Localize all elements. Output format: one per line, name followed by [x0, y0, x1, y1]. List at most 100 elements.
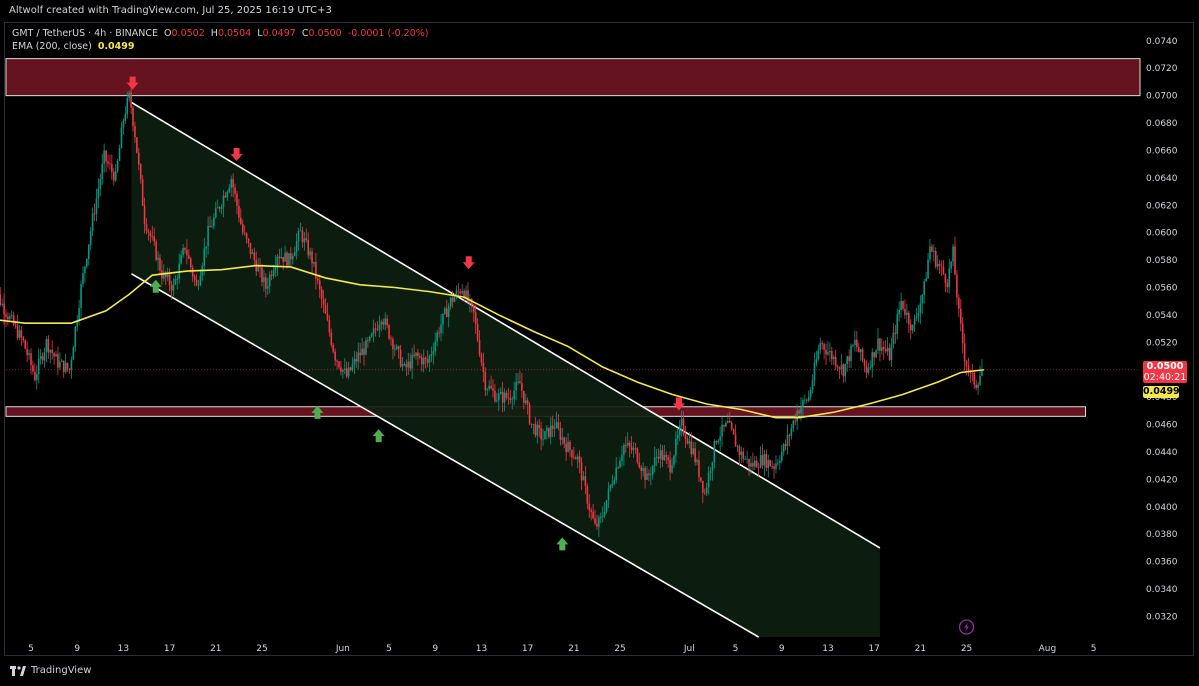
ohlc-row: GMT / TetherUS · 4h · BINANCE O0.0502 H0… [12, 27, 429, 40]
candle-body [615, 467, 617, 481]
candle-body [197, 285, 200, 287]
time-tick-label: 17 [868, 644, 879, 654]
candle-body [877, 338, 879, 351]
time-tick-label: Jul [683, 644, 695, 654]
candle-body [971, 372, 974, 374]
candle-body [64, 362, 67, 373]
buy-arrow-icon [556, 537, 569, 551]
candle-body [723, 424, 725, 427]
time-tick-label: 9 [74, 644, 80, 654]
candle-body [669, 460, 671, 473]
candle-body [203, 248, 206, 266]
candle-body [272, 270, 275, 276]
candle-body [80, 284, 82, 308]
candle-body [586, 485, 589, 504]
candle-body [20, 330, 23, 338]
price-tick-label: 0.0460 [1146, 421, 1178, 431]
candle-body [432, 351, 435, 355]
candle-body [655, 456, 658, 458]
candle-body [859, 349, 862, 353]
time-tick-label: 9 [779, 644, 785, 654]
candle-body [30, 353, 32, 366]
price-tick-label: 0.0340 [1146, 585, 1178, 595]
candle-body [773, 466, 775, 469]
candle-body [34, 371, 36, 381]
candle-body [519, 381, 521, 384]
low-label: L [257, 28, 263, 39]
candle-body [692, 448, 694, 454]
chart-frame[interactable] [4, 22, 1194, 656]
candle-body [534, 424, 537, 436]
candle-body [62, 360, 65, 373]
candle-body [792, 420, 795, 429]
candle-body [850, 345, 852, 362]
candle-body [384, 318, 386, 325]
candle-body [55, 354, 57, 357]
candle-body [226, 191, 229, 198]
candle-body [827, 352, 829, 355]
candle-body [205, 246, 207, 249]
candle-body [41, 356, 44, 361]
candle-body [513, 390, 515, 400]
candle-body [141, 179, 144, 206]
candle-body [771, 466, 773, 467]
candle-body [303, 238, 306, 243]
candle-body [120, 127, 123, 149]
candle-body [409, 361, 412, 369]
candle-body [650, 474, 652, 476]
candle-body [821, 343, 823, 345]
tradingview-brand[interactable]: TradingView [10, 665, 91, 676]
high-label: H [210, 28, 218, 39]
candle-body [611, 483, 614, 486]
candle-body [642, 468, 644, 472]
candle-body [825, 349, 827, 355]
candle-body [440, 324, 442, 334]
candle-body [940, 265, 943, 267]
candle-body [646, 473, 648, 480]
candle-body [122, 120, 125, 128]
candle-body [884, 349, 887, 352]
candle-body [338, 361, 340, 368]
candle-body [388, 325, 390, 339]
candle-body [563, 437, 566, 444]
candle-body [174, 279, 177, 285]
candle-body [112, 171, 115, 181]
candle-body [565, 443, 567, 452]
candle-body [934, 251, 937, 267]
candle-body [886, 347, 889, 352]
candle-body [265, 277, 267, 289]
candle-body [979, 375, 981, 385]
ema-line [0, 264, 984, 419]
candle-body [278, 256, 281, 258]
candle-body [763, 454, 766, 466]
candle-body [846, 356, 848, 364]
candle-body [775, 463, 777, 469]
candle-body [1, 303, 3, 305]
candle-body [594, 518, 596, 524]
candle-body [784, 444, 787, 446]
candle-body [191, 267, 194, 277]
candle-body [178, 263, 181, 279]
candle-body [369, 336, 371, 341]
candle-body [405, 363, 408, 368]
time-tick-label: 25 [256, 644, 267, 654]
candle-body [401, 364, 404, 367]
candle-body [673, 455, 675, 466]
candle-body [904, 308, 906, 315]
candle-body [709, 471, 712, 473]
candle-body [486, 389, 489, 391]
candle-body [871, 352, 874, 368]
low-value: 0.0497 [262, 28, 296, 39]
price-tick-label: 0.0420 [1146, 475, 1178, 485]
lightning-icon [964, 622, 970, 632]
candle-body [954, 246, 956, 275]
candle-body [378, 324, 381, 330]
candle-body [804, 399, 806, 401]
candle-body [634, 448, 637, 449]
candle-body [234, 187, 236, 194]
candle-body [659, 450, 662, 459]
price-tick-label: 0.0580 [1146, 256, 1178, 266]
candle-body [72, 347, 75, 360]
time-tick-label: 5 [733, 644, 739, 654]
